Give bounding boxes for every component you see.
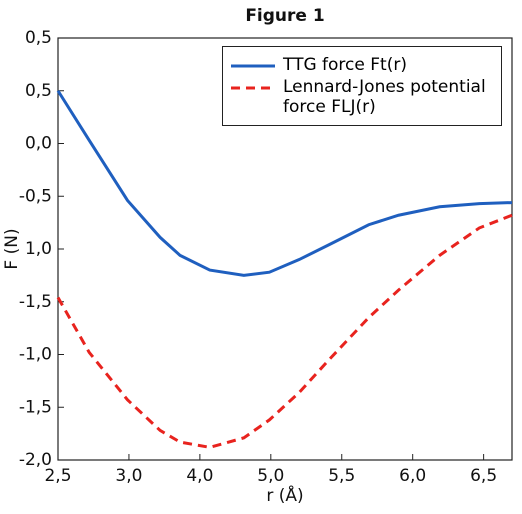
legend-swatch — [231, 86, 275, 90]
x-tick-label: 2,5 — [44, 466, 71, 486]
legend-swatch — [231, 64, 275, 68]
x-tick-label: 5,5 — [328, 466, 355, 486]
y-tick-label: -1,5 — [19, 397, 52, 417]
chart-title: Figure 1 — [245, 6, 324, 26]
y-tick-label: -1,5 — [19, 292, 52, 312]
x-tick-label: 4,0 — [186, 466, 213, 486]
y-tick-label: 0,5 — [25, 81, 52, 101]
legend-entry: Lennard-Jones potential force FLJ(r) — [231, 77, 493, 117]
x-tick-label: 5,0 — [257, 466, 284, 486]
series-line — [56, 213, 513, 449]
y-axis-label: F (N) — [2, 228, 22, 269]
y-tick-label: 0,5 — [25, 28, 52, 48]
y-tick-label: -2,0 — [19, 450, 52, 470]
legend-label: TTG force Ft(r) — [283, 55, 407, 75]
x-tick-label: 6,5 — [470, 466, 497, 486]
x-tick-label: 3,0 — [115, 466, 142, 486]
x-tick-label: 6,0 — [399, 466, 426, 486]
x-axis-label: r (Å) — [266, 484, 303, 506]
legend: TTG force Ft(r) Lennard-Jones potential f… — [222, 46, 502, 126]
legend-label: Lennard-Jones potential force FLJ(r) — [283, 77, 486, 117]
legend-entry: TTG force Ft(r) — [231, 55, 493, 75]
y-tick-label: -1,0 — [19, 345, 52, 365]
y-tick-label: 0,0 — [25, 134, 52, 154]
y-tick-label: 1,0 — [25, 239, 52, 259]
series-line — [56, 89, 513, 277]
y-tick-label: -0,5 — [19, 186, 52, 206]
